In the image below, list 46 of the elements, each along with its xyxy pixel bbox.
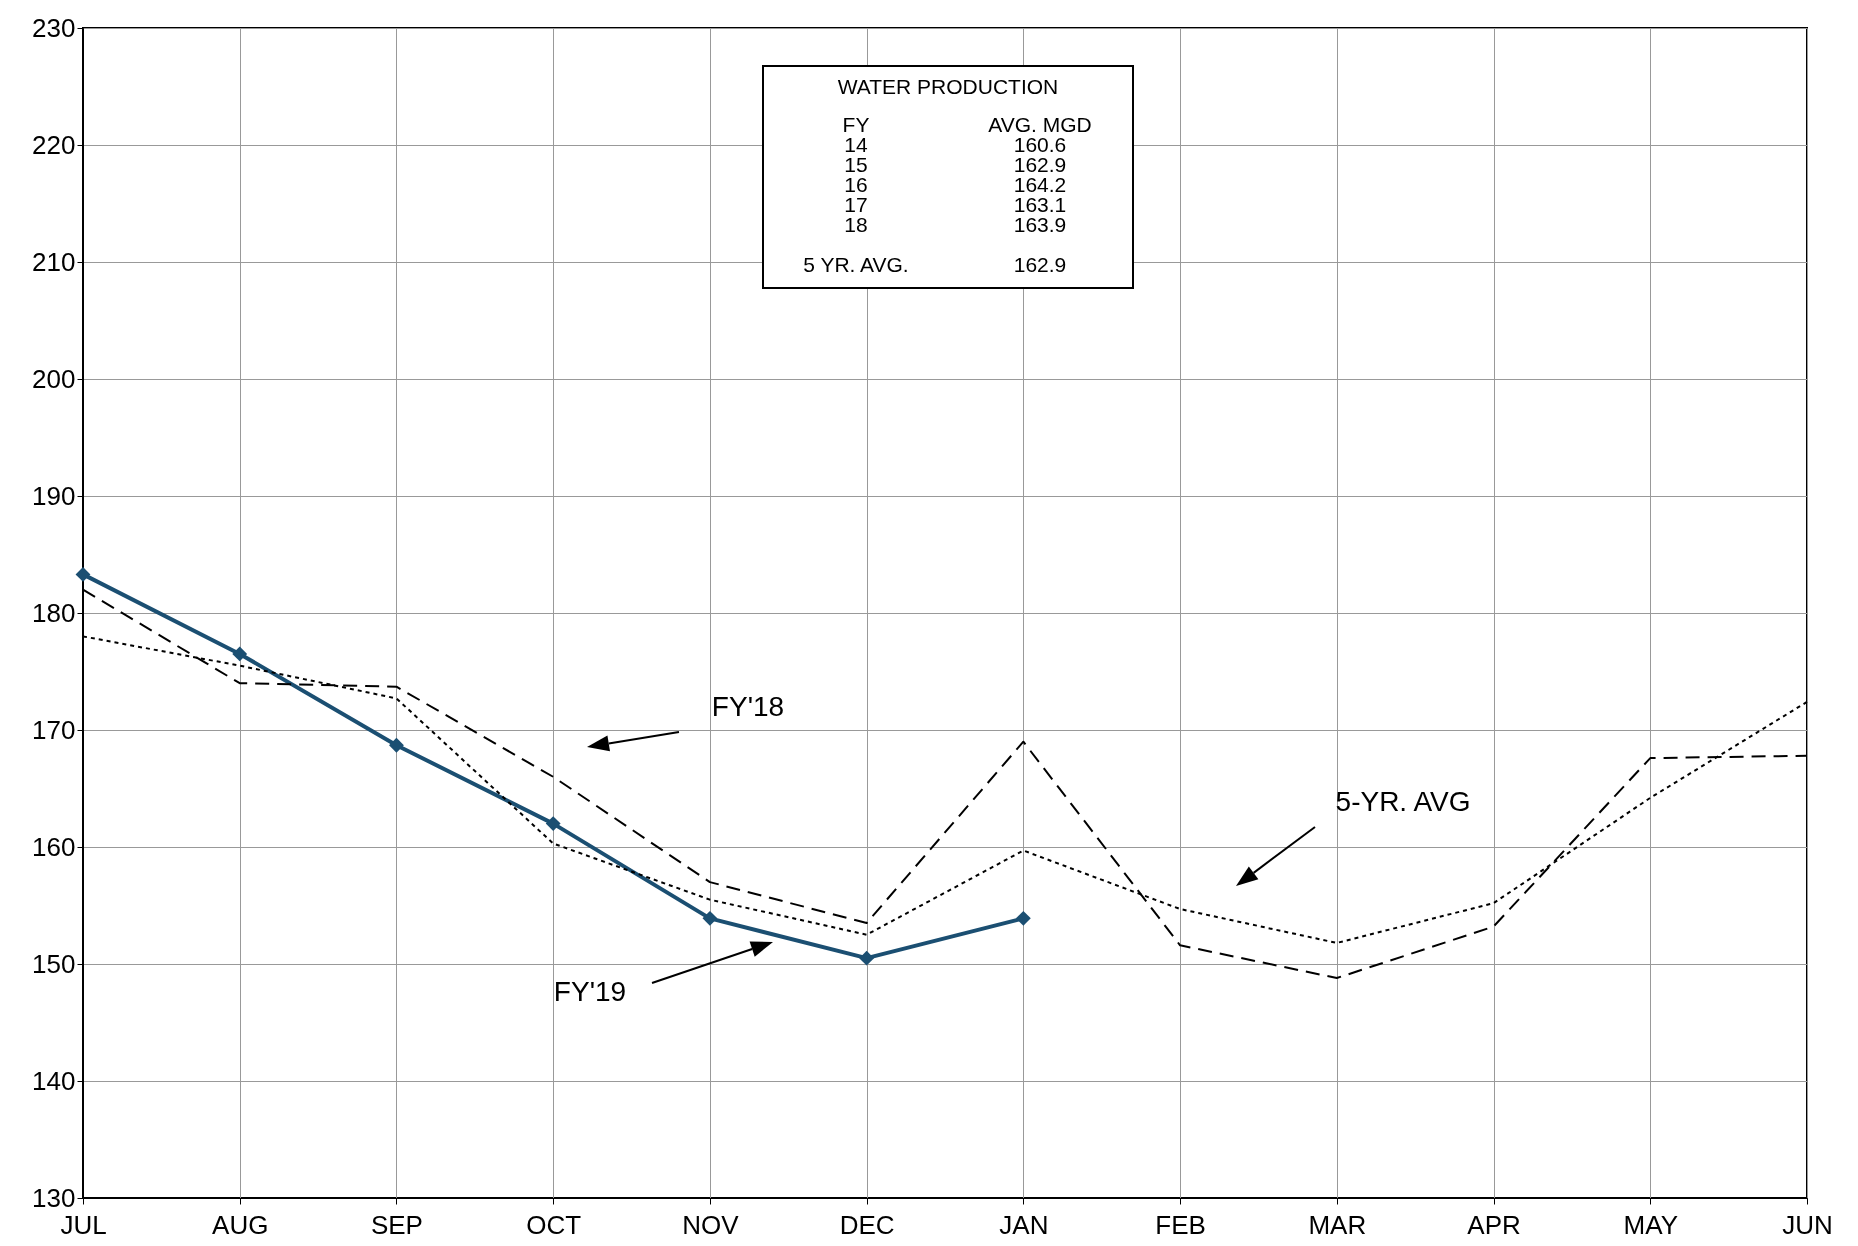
- y-tick-label: 180: [32, 597, 76, 628]
- point: [75, 566, 91, 582]
- annotation: WATER PRODUCTION: [836, 75, 1060, 99]
- x-tick-label: DEC: [839, 1209, 895, 1240]
- y-tick-label: 140: [32, 1065, 76, 1096]
- annotation: FY: [841, 113, 871, 136]
- y-tick-label: 200: [32, 363, 76, 394]
- annotation: 162.9: [1012, 153, 1068, 176]
- annotation: 5 YR. AVG.: [802, 253, 910, 276]
- annotation: 160.6: [1012, 133, 1068, 156]
- annotation: 163.9: [1012, 213, 1068, 236]
- annotation: 15: [843, 153, 869, 176]
- y-tick-label: 210: [32, 246, 76, 277]
- y-tick-label: 190: [32, 480, 76, 511]
- y-tick-label: 220: [32, 129, 76, 160]
- x-tick-label: JUN: [1782, 1209, 1833, 1240]
- annotation: 18: [843, 213, 869, 236]
- point: [859, 950, 875, 966]
- x-tick-label: FEB: [1155, 1209, 1206, 1240]
- point: [1015, 910, 1031, 926]
- x-tick-label: MAR: [1308, 1209, 1367, 1240]
- y-tick-label: 150: [32, 948, 76, 979]
- annotation: 17: [843, 193, 869, 216]
- annotation: FY'18: [711, 691, 785, 723]
- annotation: 16: [843, 173, 869, 196]
- point: [389, 737, 404, 753]
- annotation: FY'19: [553, 976, 627, 1008]
- x-tick-label: OCT: [526, 1209, 582, 1240]
- point: [702, 910, 718, 926]
- point: [232, 646, 248, 662]
- x-tick-label: AUG: [212, 1209, 269, 1240]
- y-tick-label: 230: [32, 12, 76, 43]
- x-tick-label: NOV: [682, 1209, 740, 1240]
- annotation: AVG. MGD: [987, 113, 1093, 136]
- annotation: 164.2: [1012, 173, 1068, 196]
- x-tick-label: MAY: [1623, 1209, 1678, 1240]
- x-tick-label: JAN: [999, 1209, 1049, 1240]
- annotation: 14: [843, 133, 869, 156]
- y-tick-label: 170: [32, 714, 76, 745]
- annotation: 162.9: [1012, 253, 1068, 276]
- y-tick-label: 160: [32, 831, 76, 862]
- point: [545, 816, 561, 832]
- x-tick-label: SEP: [370, 1209, 423, 1240]
- annotation: 5-YR. AVG: [1335, 786, 1471, 818]
- x-tick-label: APR: [1467, 1209, 1521, 1240]
- annotation: 163.1: [1012, 193, 1068, 216]
